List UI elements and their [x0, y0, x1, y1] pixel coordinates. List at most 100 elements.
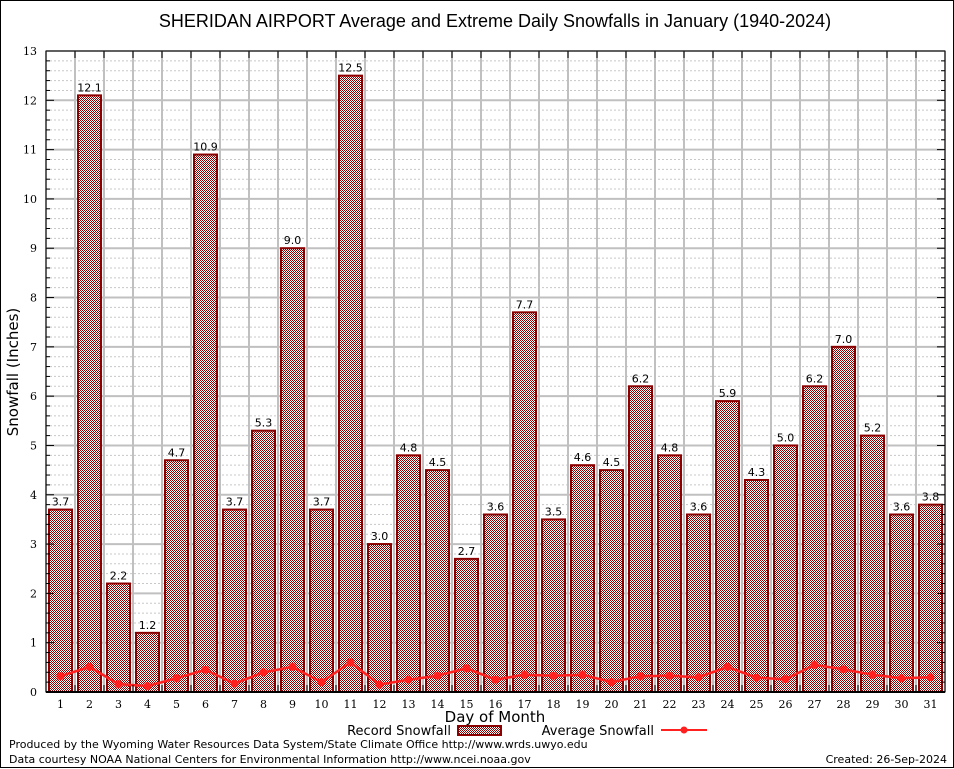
bar-record-day-5 [164, 459, 189, 693]
data-label-day-22: 4.8 [661, 441, 679, 454]
x-tick-label: 30 [895, 698, 909, 711]
x-tick-label: 24 [721, 698, 735, 711]
y-tick-label: 7 [30, 341, 37, 354]
x-tick-label: 13 [402, 698, 416, 711]
bar-record-day-14 [425, 469, 450, 693]
x-tick-label: 18 [547, 698, 561, 711]
y-tick-label: 4 [30, 489, 37, 502]
data-label-day-2: 12.1 [77, 81, 102, 94]
x-tick-label: 6 [202, 698, 209, 711]
data-label-day-9: 9.0 [284, 234, 302, 247]
legend-marker-average [680, 726, 688, 734]
average-point-day-12 [375, 680, 384, 689]
x-tick-label: 14 [431, 698, 445, 711]
bar-record-day-10 [309, 508, 334, 693]
bar-record-day-2 [77, 94, 102, 693]
bar-record-day-26 [773, 444, 798, 694]
x-tick-label: 15 [460, 698, 474, 711]
x-tick-label: 4 [144, 698, 151, 711]
average-point-day-24 [723, 662, 732, 671]
x-tick-label: 17 [518, 698, 532, 711]
average-point-day-13 [404, 675, 413, 684]
bar-record-day-17 [512, 311, 537, 693]
y-tick-label: 9 [30, 242, 37, 255]
data-label-day-5: 4.7 [168, 446, 186, 459]
footer-produced-by: Produced by the Wyoming Water Resources … [9, 738, 588, 751]
x-tick-label: 25 [750, 698, 764, 711]
data-label-day-1: 3.7 [52, 496, 70, 509]
legend-label-average: Average Snowfall [542, 724, 654, 739]
data-label-day-27: 6.2 [806, 372, 824, 385]
average-point-day-7 [230, 679, 239, 688]
x-tick-label: 26 [779, 698, 793, 711]
y-tick-label: 8 [30, 292, 37, 305]
x-tick-label: 29 [866, 698, 880, 711]
chart-title: SHERIDAN AIRPORT Average and Extreme Dai… [159, 11, 831, 31]
data-label-day-6: 10.9 [193, 141, 218, 154]
x-tick-label: 2 [86, 698, 93, 711]
bar-record-day-20 [599, 469, 624, 693]
average-point-day-25 [752, 673, 761, 682]
data-label-day-7: 3.7 [226, 496, 244, 509]
average-point-day-2 [85, 662, 94, 671]
bar-record-day-31 [918, 503, 943, 693]
data-labels: 3.7 12.1 2.2 1.2 4.7 10.9 3.7 5.3 9.0 3.7 12.5 3.0 4… [52, 62, 940, 632]
x-tick-label: 20 [605, 698, 619, 711]
bar-record-day-23 [686, 513, 711, 693]
data-label-day-17: 7.7 [516, 298, 534, 311]
average-point-day-31 [926, 673, 935, 682]
x-tick-label: 12 [373, 698, 387, 711]
x-tick-labels: 1 2 3 4 5 6 7 8 9 10 11 12 13 14 15 16 17 18 19 20 21 22 23 24 2… [57, 698, 938, 711]
data-label-day-23: 3.6 [690, 500, 708, 513]
bar-record-day-21 [628, 385, 653, 693]
bar-record-day-19 [570, 464, 595, 693]
bar-record-day-11 [338, 74, 363, 693]
bar-record-day-9 [280, 247, 305, 693]
bar-record-day-27 [802, 385, 827, 693]
bar-record-day-1 [48, 508, 73, 693]
average-point-day-18 [549, 671, 558, 680]
x-tick-label: 22 [663, 698, 677, 711]
data-label-day-10: 3.7 [313, 496, 331, 509]
x-tick-label: 28 [837, 698, 851, 711]
y-tick-label: 13 [23, 45, 37, 58]
average-point-day-11 [346, 658, 355, 667]
average-line [56, 658, 935, 691]
data-label-day-13: 4.8 [400, 441, 418, 454]
legend-swatch-record [457, 725, 502, 736]
bar-record-day-7 [222, 508, 247, 693]
axes [45, 50, 946, 693]
data-label-day-3: 2.2 [110, 570, 128, 583]
average-point-day-30 [897, 674, 906, 683]
average-point-day-29 [868, 670, 877, 679]
average-point-day-23 [694, 673, 703, 682]
x-tick-label: 27 [808, 698, 822, 711]
data-label-day-24: 5.9 [719, 387, 737, 400]
y-tick-label: 11 [23, 144, 37, 157]
data-label-day-4: 1.2 [139, 619, 157, 632]
bar-record-day-30 [889, 513, 914, 693]
x-tick-label: 23 [692, 698, 706, 711]
x-tick-label: 11 [344, 698, 358, 711]
average-point-day-17 [520, 670, 529, 679]
y-tick-label: 10 [23, 193, 37, 206]
y-tick-label: 3 [30, 538, 37, 551]
bar-record-day-22 [657, 454, 682, 694]
average-point-day-4 [143, 682, 152, 691]
average-point-day-22 [665, 671, 674, 680]
y-tick-label: 12 [23, 94, 37, 107]
x-tick-label: 19 [576, 698, 590, 711]
average-point-day-9 [288, 662, 297, 671]
average-point-day-28 [839, 665, 848, 674]
x-tick-label: 10 [315, 698, 329, 711]
data-label-day-30: 3.6 [893, 500, 911, 513]
average-point-day-10 [317, 678, 326, 687]
data-label-day-28: 7.0 [835, 333, 853, 346]
data-label-day-11: 12.5 [338, 62, 363, 75]
data-label-day-8: 5.3 [255, 417, 273, 430]
bar-record-day-28 [831, 345, 856, 693]
average-point-day-16 [491, 675, 500, 684]
average-point-day-14 [433, 671, 442, 680]
bar-record-day-24 [715, 400, 740, 693]
